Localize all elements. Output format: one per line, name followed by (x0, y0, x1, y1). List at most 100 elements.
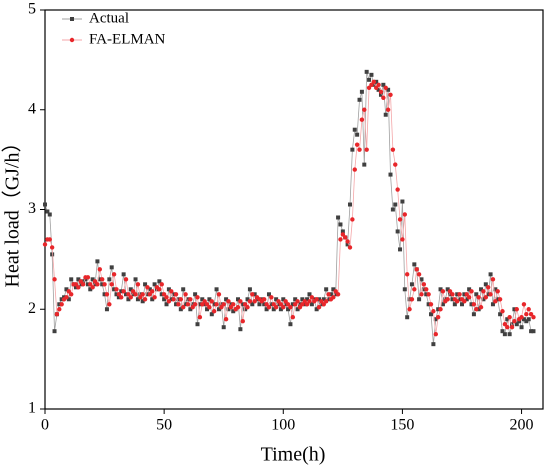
data-point (507, 315, 512, 320)
data-point (300, 302, 305, 307)
y-tick-label: 5 (28, 1, 36, 18)
data-point (121, 289, 126, 294)
data-point (204, 302, 210, 307)
data-point (397, 217, 403, 222)
data-point (100, 282, 105, 287)
data-point (378, 92, 383, 97)
data-point (300, 297, 305, 302)
data-point (316, 305, 322, 310)
data-point (433, 331, 438, 337)
data-point (431, 342, 436, 347)
y-tick-label: 1 (28, 400, 36, 417)
data-point (385, 107, 391, 112)
data-point (250, 292, 255, 297)
data-point (138, 295, 143, 300)
data-point (264, 302, 269, 307)
data-point (107, 302, 112, 307)
data-point (402, 287, 407, 292)
data-point (476, 307, 481, 312)
data-point (338, 222, 343, 227)
data-point (214, 287, 219, 292)
data-point (512, 319, 517, 324)
data-point (319, 302, 324, 307)
data-point (104, 292, 110, 297)
data-point (49, 245, 55, 250)
data-point (178, 307, 183, 312)
data-point (450, 292, 455, 297)
data-point (331, 287, 336, 292)
data-point (147, 292, 153, 297)
data-point (369, 72, 374, 77)
data-point (112, 287, 117, 292)
data-point (447, 289, 453, 294)
data-point (440, 289, 446, 294)
data-point (424, 292, 429, 297)
data-point (524, 312, 529, 317)
data-point (123, 277, 129, 282)
data-point (290, 315, 296, 320)
data-point (526, 307, 531, 312)
data-point (526, 317, 531, 322)
data-point (371, 82, 376, 87)
data-point (478, 305, 484, 310)
data-point (531, 329, 536, 334)
data-point (266, 305, 272, 310)
data-point (197, 302, 202, 307)
data-point (209, 299, 214, 304)
data-point (479, 287, 484, 292)
data-point (514, 322, 519, 327)
data-point (131, 292, 136, 297)
data-point (404, 272, 410, 277)
data-point (88, 282, 93, 287)
data-point (476, 295, 481, 300)
data-point (166, 287, 171, 292)
data-point (219, 305, 224, 310)
data-point (347, 202, 352, 207)
data-point (193, 292, 198, 297)
data-point (393, 162, 398, 167)
data-point (126, 297, 131, 302)
data-point (462, 299, 467, 304)
data-point (390, 147, 396, 152)
data-point (95, 259, 100, 264)
data-point (469, 302, 474, 307)
data-point (340, 232, 346, 237)
data-point (128, 287, 133, 292)
data-point (211, 309, 217, 314)
data-point (97, 267, 103, 272)
data-point (271, 307, 276, 312)
data-point (367, 77, 372, 82)
data-point (450, 297, 455, 302)
data-point (181, 287, 186, 292)
data-point (252, 292, 257, 297)
data-point (138, 292, 143, 297)
data-point (376, 82, 381, 88)
data-point (99, 277, 105, 282)
data-point (445, 297, 450, 302)
data-point (221, 325, 226, 330)
data-point (498, 312, 503, 317)
data-point (185, 297, 190, 302)
data-point (417, 297, 422, 302)
data-point (297, 302, 302, 307)
data-point (302, 302, 307, 307)
x-tick-label: 0 (41, 417, 49, 434)
data-point (209, 312, 214, 317)
data-point (173, 292, 179, 297)
data-point (262, 297, 267, 302)
x-axis-title: Time(h) (261, 444, 326, 466)
data-point (462, 292, 467, 297)
data-point (162, 297, 167, 302)
data-point (488, 272, 493, 277)
data-point (59, 302, 64, 307)
data-point (364, 147, 369, 152)
data-point (240, 302, 245, 307)
data-point (483, 295, 489, 300)
data-point (64, 295, 69, 300)
data-point (243, 307, 248, 312)
data-point (355, 132, 360, 137)
data-point (409, 282, 414, 287)
data-point (359, 117, 365, 122)
data-point (47, 237, 52, 242)
data-point (288, 322, 293, 327)
